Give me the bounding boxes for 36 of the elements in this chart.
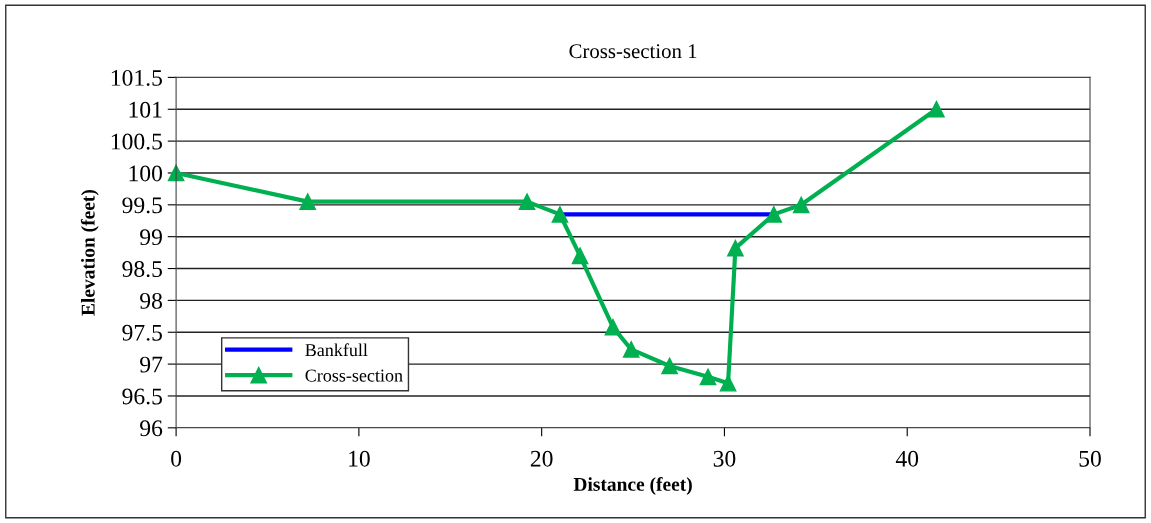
y-tick-label: 97.5 [122,324,162,341]
x-tick-label: 40 [895,450,919,467]
point [699,368,717,386]
y-tick-label: 99.5 [122,197,162,214]
chart-title: Cross-section 1 [569,44,697,59]
y-tick-label: 97 [140,356,163,373]
y-tick-label: 96 [140,420,163,437]
x-axis-title: Distance (feet) [573,477,692,495]
x-tick-label: 50 [1079,450,1101,467]
point [622,341,640,358]
point [719,374,737,392]
y-axis-title: Elevation (feet) [80,190,99,316]
point [299,193,317,210]
point [551,206,569,223]
x-tick-label: 30 [713,450,736,467]
point [661,357,678,375]
point [518,193,536,210]
y-tick-label: 101.5 [111,69,162,86]
x-tick-label: 20 [530,450,553,467]
y-tick-label: 99 [140,229,162,246]
y-tick-label: 96.5 [122,388,162,405]
y-tick-label: 98.5 [122,261,162,278]
y-tick-label: 101 [129,101,162,118]
x-tick-label: 0 [171,450,182,467]
y-tick-label: 100.5 [111,133,162,150]
legend-label: Bankfull [305,343,368,357]
point [727,239,744,257]
legend-label: Cross-section [305,369,403,382]
point [765,206,783,223]
point [928,100,945,118]
x-tick-label: 10 [349,450,370,467]
point [604,318,622,336]
y-tick-label: 98 [140,292,163,309]
point [792,196,810,214]
y-tick-label: 100 [129,165,163,182]
point [571,247,589,265]
